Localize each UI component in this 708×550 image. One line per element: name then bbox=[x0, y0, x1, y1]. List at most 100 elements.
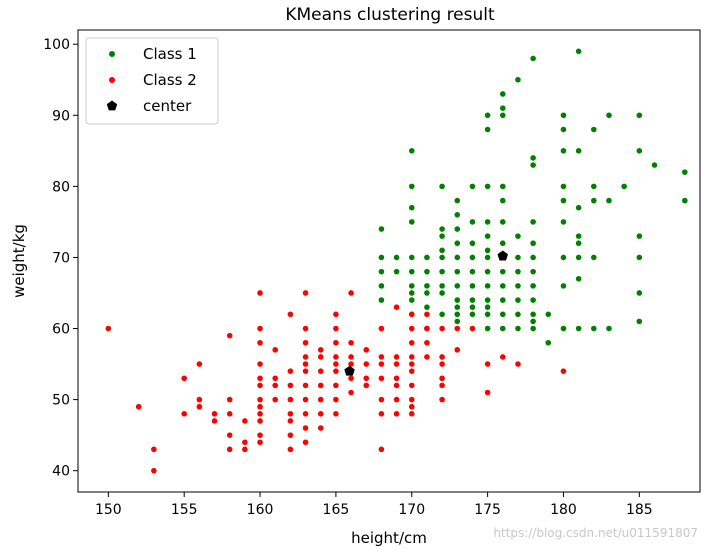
point-class-1 bbox=[499, 268, 506, 275]
point-class-2 bbox=[287, 446, 294, 453]
point-class-2 bbox=[226, 446, 233, 453]
point-class-1 bbox=[484, 304, 491, 311]
point-class-1 bbox=[636, 148, 643, 154]
point-class-1 bbox=[469, 304, 476, 311]
point-class-1 bbox=[560, 254, 567, 261]
point-class-1 bbox=[469, 311, 476, 318]
y-tick-label: 90 bbox=[52, 108, 70, 124]
point-class-1 bbox=[499, 197, 506, 204]
point-class-2 bbox=[348, 354, 354, 360]
point-class-1 bbox=[515, 76, 521, 83]
point-class-1 bbox=[560, 283, 567, 289]
point-class-2 bbox=[348, 290, 354, 296]
point-class-2 bbox=[378, 354, 385, 360]
point-class-2 bbox=[333, 311, 339, 318]
point-class-1 bbox=[499, 325, 506, 332]
x-tick-label: 165 bbox=[323, 502, 350, 518]
point-class-1 bbox=[499, 311, 506, 318]
point-class-2 bbox=[211, 418, 218, 424]
point-class-1 bbox=[439, 247, 445, 254]
point-class-1 bbox=[499, 91, 506, 97]
point-class-2 bbox=[302, 425, 309, 431]
point-class-2 bbox=[105, 325, 112, 332]
point-class-1 bbox=[530, 268, 536, 275]
y-tick-label: 50 bbox=[52, 393, 70, 409]
point-class-1 bbox=[439, 283, 445, 289]
point-class-1 bbox=[469, 268, 476, 275]
y-tick-label: 60 bbox=[52, 322, 70, 338]
point-class-1 bbox=[530, 283, 536, 289]
point-class-2 bbox=[408, 396, 415, 403]
point-class-2 bbox=[272, 375, 279, 382]
point-class-1 bbox=[515, 325, 521, 332]
point-class-1 bbox=[499, 297, 506, 303]
point-class-1 bbox=[424, 254, 430, 261]
point-class-2 bbox=[242, 418, 248, 424]
point-class-2 bbox=[378, 396, 385, 403]
point-class-1 bbox=[499, 112, 506, 119]
point-class-2 bbox=[363, 382, 370, 389]
point-class-1 bbox=[484, 311, 491, 318]
point-class-1 bbox=[439, 226, 445, 232]
y-tick-label: 80 bbox=[52, 179, 70, 195]
point-class-2 bbox=[302, 411, 309, 417]
point-class-1 bbox=[499, 219, 506, 225]
x-axis-label: height/cm bbox=[351, 529, 427, 547]
point-class-2 bbox=[378, 446, 385, 453]
point-class-1 bbox=[393, 254, 400, 261]
x-tick-label: 170 bbox=[398, 502, 425, 518]
x-tick-label: 175 bbox=[474, 502, 501, 518]
point-class-1 bbox=[530, 311, 536, 318]
point-class-2 bbox=[424, 311, 430, 318]
point-class-2 bbox=[287, 411, 294, 417]
point-class-1 bbox=[469, 219, 476, 225]
point-class-1 bbox=[606, 325, 612, 332]
point-class-1 bbox=[575, 325, 582, 332]
point-class-2 bbox=[257, 396, 263, 403]
point-class-1 bbox=[408, 297, 415, 303]
x-tick-label: 150 bbox=[95, 502, 122, 518]
point-class-1 bbox=[499, 240, 506, 247]
point-class-1 bbox=[545, 339, 552, 346]
point-class-2 bbox=[151, 446, 157, 453]
point-class-1 bbox=[484, 112, 491, 119]
point-class-1 bbox=[469, 283, 476, 289]
point-class-1 bbox=[560, 197, 567, 204]
point-class-1 bbox=[575, 254, 582, 261]
y-tick-label: 100 bbox=[43, 37, 70, 53]
point-class-1 bbox=[408, 148, 415, 154]
point-class-1 bbox=[378, 297, 385, 303]
point-class-1 bbox=[499, 283, 506, 289]
data-points bbox=[105, 48, 688, 474]
point-class-2 bbox=[393, 354, 400, 360]
plot-frame bbox=[77, 29, 701, 493]
point-class-1 bbox=[484, 183, 491, 190]
point-class-2 bbox=[333, 339, 339, 346]
point-class-2 bbox=[393, 396, 400, 403]
point-class-2 bbox=[439, 382, 445, 389]
point-class-1 bbox=[454, 240, 461, 247]
point-class-2 bbox=[242, 439, 248, 446]
watermark: https://blog.csdn.net/u011591807 bbox=[493, 526, 698, 540]
point-class-2 bbox=[257, 339, 263, 346]
legend-marker-center bbox=[106, 100, 118, 111]
point-class-1 bbox=[560, 219, 567, 225]
point-class-1 bbox=[560, 148, 567, 154]
point-class-2 bbox=[257, 375, 263, 382]
point-class-2 bbox=[257, 411, 263, 417]
point-class-2 bbox=[333, 382, 339, 389]
point-class-1 bbox=[484, 126, 491, 133]
point-class-1 bbox=[484, 283, 491, 289]
point-class-2 bbox=[287, 418, 294, 424]
point-class-1 bbox=[636, 318, 643, 325]
point-class-1 bbox=[484, 247, 491, 254]
point-center bbox=[344, 365, 355, 376]
point-class-2 bbox=[424, 354, 430, 360]
point-class-2 bbox=[348, 389, 354, 396]
point-class-1 bbox=[591, 325, 597, 332]
point-class-1 bbox=[530, 155, 536, 161]
point-class-1 bbox=[424, 268, 430, 275]
point-class-1 bbox=[530, 162, 536, 168]
point-class-1 bbox=[378, 283, 385, 289]
